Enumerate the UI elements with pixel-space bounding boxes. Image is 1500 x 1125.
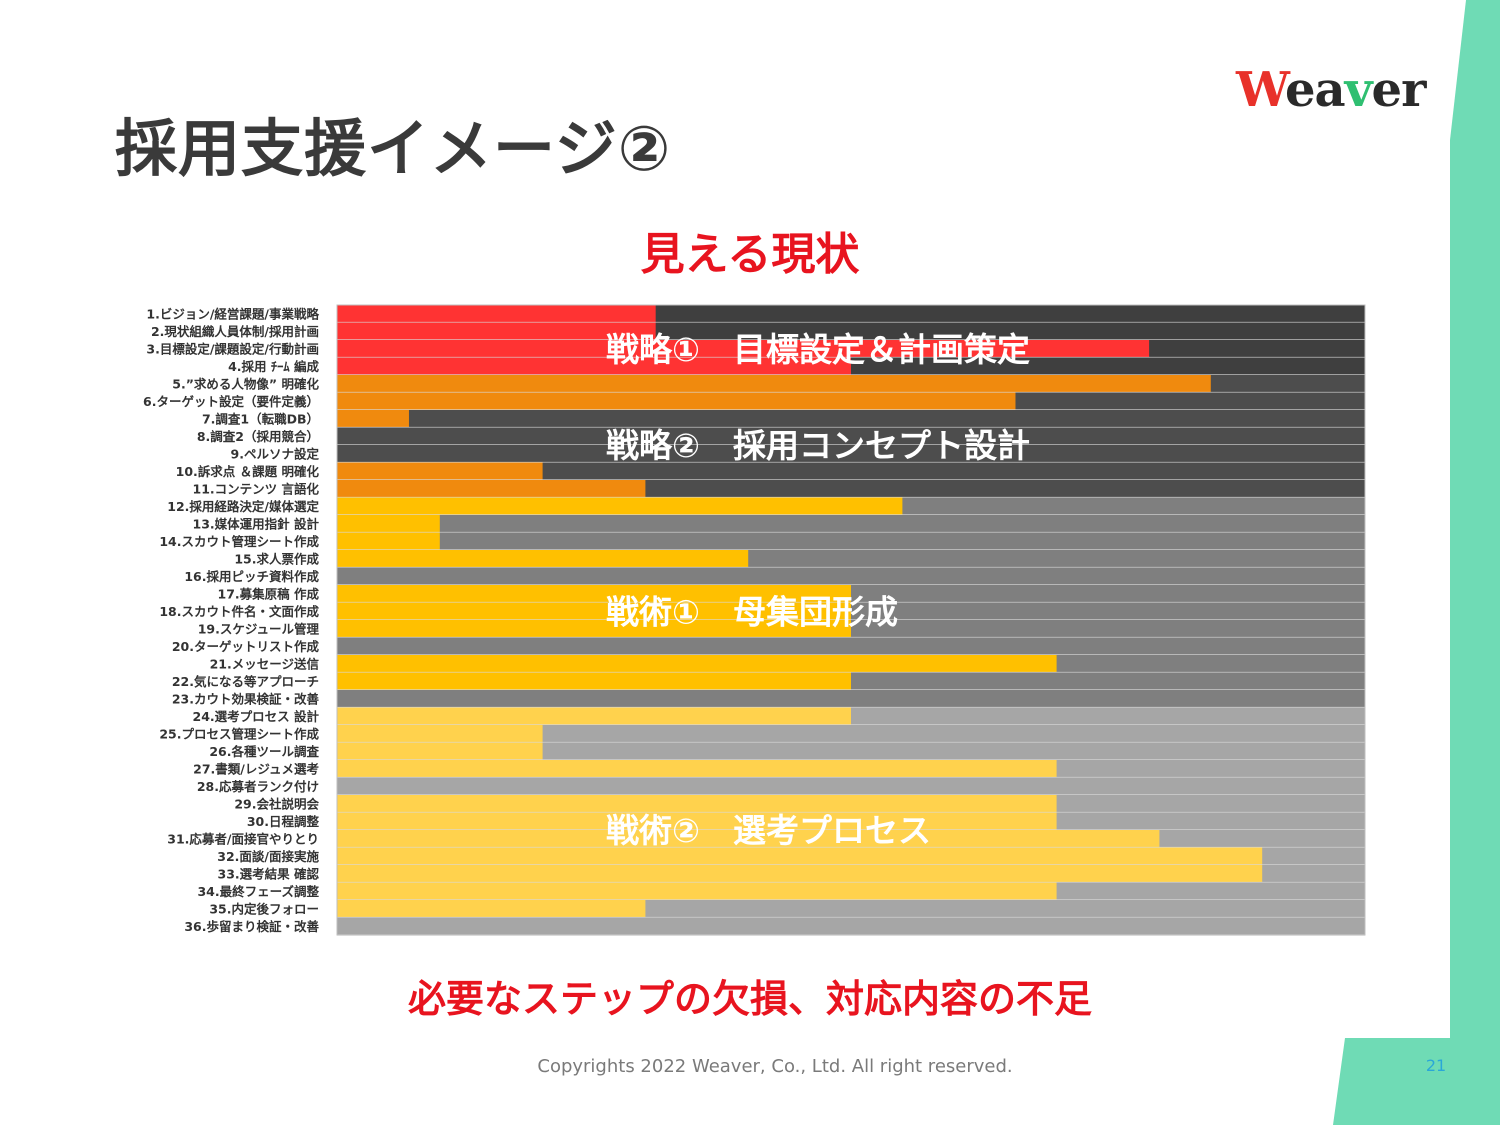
row-label: 11.コンテンツ 言語化 (193, 481, 320, 496)
bar (337, 795, 1057, 813)
row-label: 4.採用 ﾁｰﾑ 編成 (228, 359, 319, 374)
row-label: 5.”求める人物像” 明確化 (172, 376, 319, 391)
row-label: 1.ビジョン/経営課題/事業戦略 (146, 306, 319, 321)
row-label: 27.書類/レジュメ選考 (193, 761, 319, 776)
conclusion-text: 必要なステップの欠損、対応内容の不足 (407, 977, 1092, 1021)
logo-letter: a (1314, 62, 1346, 118)
bar (337, 830, 1160, 848)
bar-track (337, 917, 1365, 935)
row-label: 3.目標設定/課題設定/行動計画 (146, 341, 319, 356)
bar (337, 812, 1057, 830)
phase-overlay-label: 戦略② 採用コンセプト設計 (606, 426, 1030, 465)
teal-bottom-wedge (1333, 1038, 1500, 1125)
bar (337, 532, 440, 550)
row-label: 33.選考結果 確認 (218, 866, 320, 881)
bar-track (337, 410, 1365, 428)
bar (337, 340, 1150, 358)
bar (337, 725, 543, 743)
bar (337, 462, 543, 480)
row-label: 24.選考プロセス 設計 (193, 709, 320, 724)
row-label: 10.訴求点 ＆課題 明確化 (176, 464, 320, 479)
row-label: 28.応募者ランク付け (197, 779, 319, 794)
bar (337, 760, 1057, 778)
bar-track (337, 462, 1365, 480)
bar (337, 707, 851, 725)
logo-letter: r (1401, 62, 1426, 118)
bar (337, 550, 749, 568)
plot-frame (336, 304, 1366, 936)
weaver-logo: Weaver (1236, 62, 1426, 118)
bar-track (337, 532, 1365, 550)
row-label: 9.ペルソナ設定 (231, 446, 320, 461)
row-label: 2.現状組織人員体制/採用計画 (151, 324, 319, 339)
slide-title: 採用支援イメージ② (115, 112, 672, 185)
bar (337, 375, 1211, 393)
page-number: 21 (1425, 1056, 1447, 1075)
row-label: 23.カウト効果検証・改善 (172, 691, 320, 706)
bar-track (337, 690, 1365, 708)
row-label: 13.媒体運用指針 設計 (193, 516, 320, 531)
chart-subtitle: 見える現状 (640, 229, 860, 280)
phase-overlay-label: 戦術① 母集団形成 (606, 592, 898, 631)
bar-track (337, 777, 1365, 795)
row-label: 36.歩留まり検証・改善 (184, 919, 319, 934)
bar (337, 480, 646, 498)
row-label: 21.メッセージ送信 (210, 656, 320, 671)
row-label: 18.スカウト件名・文面作成 (159, 604, 319, 619)
bar (337, 602, 851, 620)
bar (337, 305, 656, 323)
logo-letter: e (1285, 62, 1316, 118)
row-label: 17.募集原稿 作成 (218, 586, 320, 601)
bar-track (337, 567, 1365, 585)
row-label: 29.会社説明会 (234, 796, 319, 811)
row-label: 25.プロセス管理シート作成 (159, 726, 319, 741)
bar (337, 742, 543, 760)
bar-track (337, 637, 1365, 655)
bar (337, 392, 1016, 410)
bar (337, 672, 851, 690)
bar-track (337, 725, 1365, 743)
row-label: 7.調査1（転職DB） (202, 411, 319, 426)
bar (337, 322, 656, 340)
bar (337, 882, 1057, 900)
bar-track (337, 742, 1365, 760)
logo-letter: e (1371, 62, 1403, 118)
bar (337, 357, 851, 375)
copyright-footer: Copyrights 2022 Weaver, Co., Ltd. All ri… (537, 1056, 1013, 1077)
bar (337, 585, 851, 603)
phase-overlay-label: 戦略① 目標設定＆計画策定 (606, 330, 1030, 369)
phase-overlay-label: 戦術② 選考プロセス (606, 811, 931, 850)
logo-letter: v (1344, 62, 1373, 118)
row-label: 20.ターゲットリスト作成 (172, 639, 320, 654)
bar (337, 847, 1263, 865)
teal-top-wedge (1450, 0, 1500, 1125)
row-label: 35.内定後フォロー (209, 901, 319, 916)
row-label: 14.スカウト管理シート作成 (159, 534, 319, 549)
row-label: 6.ターゲット設定（要件定義） (143, 394, 319, 409)
row-label: 16.採用ピッチ資料作成 (184, 569, 319, 584)
bar-track (337, 445, 1365, 463)
row-label: 26.各種ツール調査 (209, 744, 319, 759)
row-label: 30.日程調整 (247, 814, 320, 829)
row-label: 8.調査2（採用競合） (197, 429, 319, 444)
bar (337, 620, 851, 638)
row-label: 12.採用経路決定/媒体選定 (167, 499, 319, 514)
bar-track (337, 427, 1365, 445)
row-label: 32.面談/面接実施 (217, 849, 319, 864)
row-label: 22.気になる等アプローチ (172, 674, 319, 689)
logo-letter: W (1236, 62, 1286, 118)
row-label: 34.最終フェーズ調整 (197, 884, 319, 899)
row-label: 19.スケジュール管理 (198, 621, 320, 636)
row-label: 31.応募者/面接官やりとり (167, 831, 319, 846)
bar (337, 497, 903, 515)
bar (337, 655, 1057, 673)
bar (337, 865, 1263, 883)
bar (337, 515, 440, 533)
row-label: 15.求人票作成 (234, 551, 319, 566)
bar-track (337, 515, 1365, 533)
bar (337, 900, 646, 918)
bar (337, 410, 409, 428)
